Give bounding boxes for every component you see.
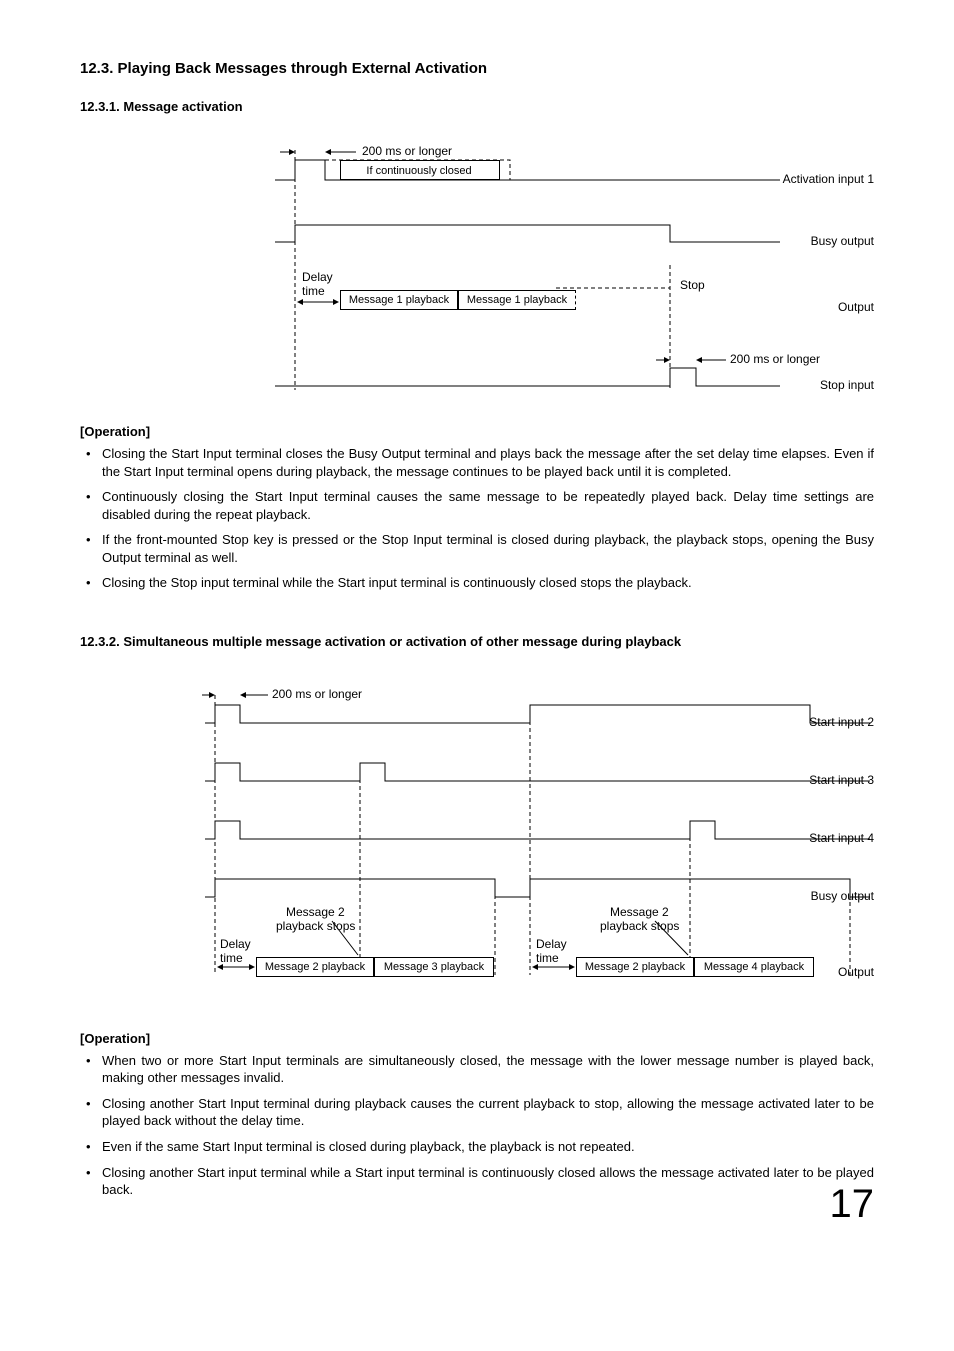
d2-svg xyxy=(80,665,880,995)
d2-delay-b: Delay xyxy=(536,937,567,951)
d1-stop: Stop xyxy=(680,278,705,292)
bullets-2: When two or more Start Input terminals a… xyxy=(80,1052,874,1199)
d1-msg1a: Message 1 playback xyxy=(340,290,458,310)
bullet: Closing another Start input terminal whi… xyxy=(96,1164,874,1199)
d2-time-a: time xyxy=(220,951,243,965)
d1-time: time xyxy=(302,284,325,298)
d2-200ms: 200 ms or longer xyxy=(272,687,362,701)
page-number: 17 xyxy=(830,1182,875,1227)
d2-msg4: Message 4 playback xyxy=(694,957,814,977)
section-heading: 12.3. Playing Back Messages through Exte… xyxy=(80,60,874,77)
d1-delay: Delay xyxy=(302,270,333,284)
bullet: Continuously closing the Start Input ter… xyxy=(96,488,874,523)
bullet: Even if the same Start Input terminal is… xyxy=(96,1138,874,1156)
bullet: Closing another Start Input terminal dur… xyxy=(96,1095,874,1130)
diagram-1: Activation input 1 Busy output Output St… xyxy=(80,130,874,410)
subsection-2-heading: 12.3.2. Simultaneous multiple message ac… xyxy=(80,634,874,649)
d2-m2stops-b1: Message 2 xyxy=(610,905,669,919)
d2-time-b: time xyxy=(536,951,559,965)
diagram-2: Start input 2 Start input 3 Start input … xyxy=(80,665,874,995)
bullet: If the front-mounted Stop key is pressed… xyxy=(96,531,874,566)
d1-msg1b: Message 1 playback xyxy=(458,290,576,310)
d1-200ms-a: 200 ms or longer xyxy=(362,144,452,158)
d1-200ms-b: 200 ms or longer xyxy=(730,352,820,366)
bullet: When two or more Start Input terminals a… xyxy=(96,1052,874,1087)
operation-2-heading: [Operation] xyxy=(80,1031,874,1046)
subsection-1-heading: 12.3.1. Message activation xyxy=(80,99,874,114)
d2-msg2b: Message 2 playback xyxy=(576,957,694,977)
operation-1-heading: [Operation] xyxy=(80,424,874,439)
d2-m2stops-b2: playback stops xyxy=(600,919,679,933)
bullet: Closing the Start Input terminal closes … xyxy=(96,445,874,480)
d2-m2stops-a2: playback stops xyxy=(276,919,355,933)
bullets-1: Closing the Start Input terminal closes … xyxy=(80,445,874,592)
d2-msg3: Message 3 playback xyxy=(374,957,494,977)
d2-msg2a: Message 2 playback xyxy=(256,957,374,977)
d2-m2stops-a1: Message 2 xyxy=(286,905,345,919)
d2-delay-a: Delay xyxy=(220,937,251,951)
bullet: Closing the Stop input terminal while th… xyxy=(96,574,874,592)
